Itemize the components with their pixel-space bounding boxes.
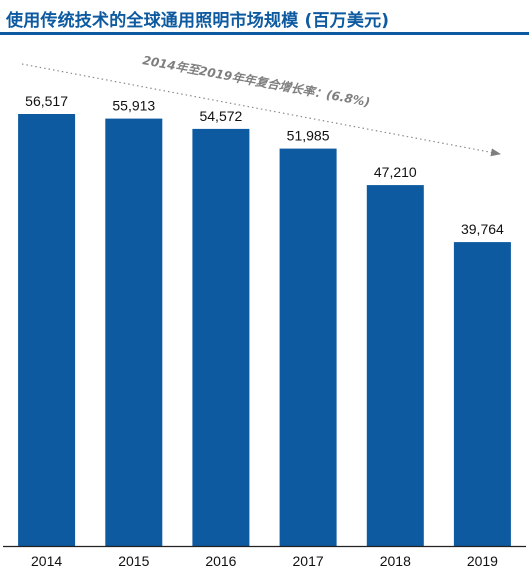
data-label-2016: 54,572 [199,108,242,124]
x-tick-2017: 2017 [293,553,324,569]
bar-2014 [18,114,76,546]
x-tick-2015: 2015 [118,553,149,569]
bar-2015 [105,118,163,546]
data-label-2014: 56,517 [25,93,68,109]
data-labels-layer: 56,517 55,913 54,572 51,985 47,210 39,764 [25,93,504,237]
x-axis-ticks: 2014 2015 2016 2017 2018 2019 [31,553,498,569]
data-label-2019: 39,764 [461,221,504,237]
trend-arrow [21,63,501,157]
x-tick-2018: 2018 [380,553,411,569]
chart-title: 使用传统技术的全球通用照明市场规模 (百万美元) [6,11,390,31]
x-tick-2019: 2019 [467,553,498,569]
bar-2019 [453,242,511,546]
bar-2018 [366,185,424,546]
bar-2017 [279,148,337,546]
bars-layer [18,114,511,546]
data-label-2015: 55,913 [112,98,155,114]
cagr-annotation: 2014年至2019年年复合增长率：(6.8%) [141,53,371,109]
data-label-2017: 51,985 [287,128,330,144]
data-label-2018: 47,210 [374,164,417,180]
x-tick-2014: 2014 [31,553,62,569]
title-divider [0,32,529,35]
x-tick-2016: 2016 [205,553,236,569]
bar-2016 [192,128,250,546]
